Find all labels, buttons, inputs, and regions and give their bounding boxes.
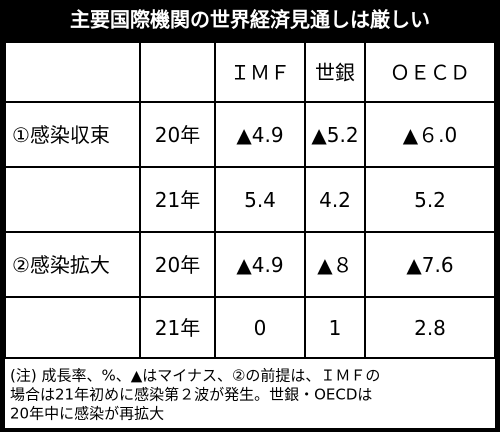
note-line: 20年中に感染が再拡大 <box>10 405 164 423</box>
value-cell: ▲８ <box>317 253 352 277</box>
column-header: ＩＭＦ <box>230 61 290 85</box>
column-header: ＯＥＣＤ <box>390 61 470 85</box>
value-cell: ▲4.9 <box>236 253 283 277</box>
year-label: 20年 <box>155 123 200 147</box>
column-header: 世銀 <box>315 61 355 85</box>
value-cell: 4.2 <box>319 188 351 212</box>
group-label: ①感染収束 <box>12 123 110 147</box>
value-cell: ▲６.0 <box>403 123 457 147</box>
value-cell: 1 <box>329 316 342 340</box>
value-cell: 2.8 <box>414 316 446 340</box>
title: 主要国際機関の世界経済見通しは厳しい <box>70 8 430 32</box>
group-label: ②感染拡大 <box>12 253 110 277</box>
year-label: 21年 <box>155 316 200 340</box>
value-cell: 0 <box>254 316 267 340</box>
value-cell: ▲7.6 <box>406 253 453 277</box>
year-label: 20年 <box>155 253 200 277</box>
value-cell: 5.4 <box>244 188 276 212</box>
value-cell: 5.2 <box>414 188 446 212</box>
year-label: 21年 <box>155 188 200 212</box>
note-line: 場合は21年初めに感染第２波が発生。世銀・OECDは <box>10 386 372 404</box>
note-line: (注) 成長率、%、▲はマイナス、②の前提は、ＩＭＦの <box>10 367 380 385</box>
value-cell: ▲5.2 <box>311 123 358 147</box>
table-area <box>5 42 495 428</box>
value-cell: ▲4.9 <box>236 123 283 147</box>
